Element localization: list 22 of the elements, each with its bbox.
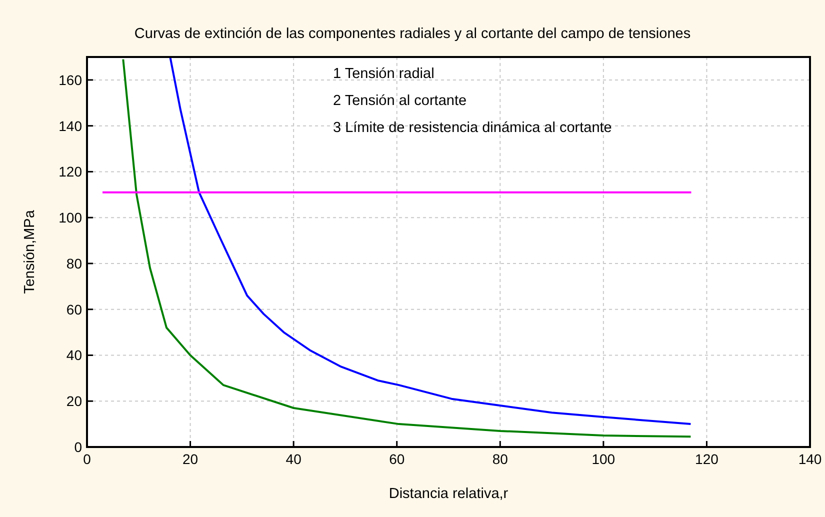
y-tick-label: 100 xyxy=(58,210,82,226)
y-tick-label: 80 xyxy=(66,255,82,272)
y-tick-label: 0 xyxy=(74,439,82,455)
chart-title: Curvas de extinción de las componentes radiales y al cortante del campo de tensiones xyxy=(134,26,691,42)
y-tick-label: 160 xyxy=(58,72,82,88)
x-tick-label: 60 xyxy=(389,451,405,467)
y-tick-label: 40 xyxy=(66,347,82,364)
y-tick-label: 140 xyxy=(58,118,82,134)
y-tick-label: 60 xyxy=(66,301,82,318)
x-tick-label: 120 xyxy=(695,451,719,467)
x-tick-label: 100 xyxy=(592,451,616,467)
y-axis-title: Tensión,MPa xyxy=(22,209,38,294)
annotation: 3 Límite de resistencia dinámica al cortante xyxy=(333,120,612,136)
annotation: 2 Tensión al cortante xyxy=(333,93,467,109)
y-tick-label: 20 xyxy=(66,393,82,410)
x-axis-title: Distancia relativa,r xyxy=(388,486,508,502)
x-tick-label: 40 xyxy=(286,451,302,467)
annotation: 1 Tensión radial xyxy=(333,66,434,82)
x-tick-label: 80 xyxy=(492,451,508,467)
x-tick-label: 140 xyxy=(798,451,822,467)
y-tick-label: 120 xyxy=(58,164,82,180)
x-tick-label: 20 xyxy=(182,451,198,467)
